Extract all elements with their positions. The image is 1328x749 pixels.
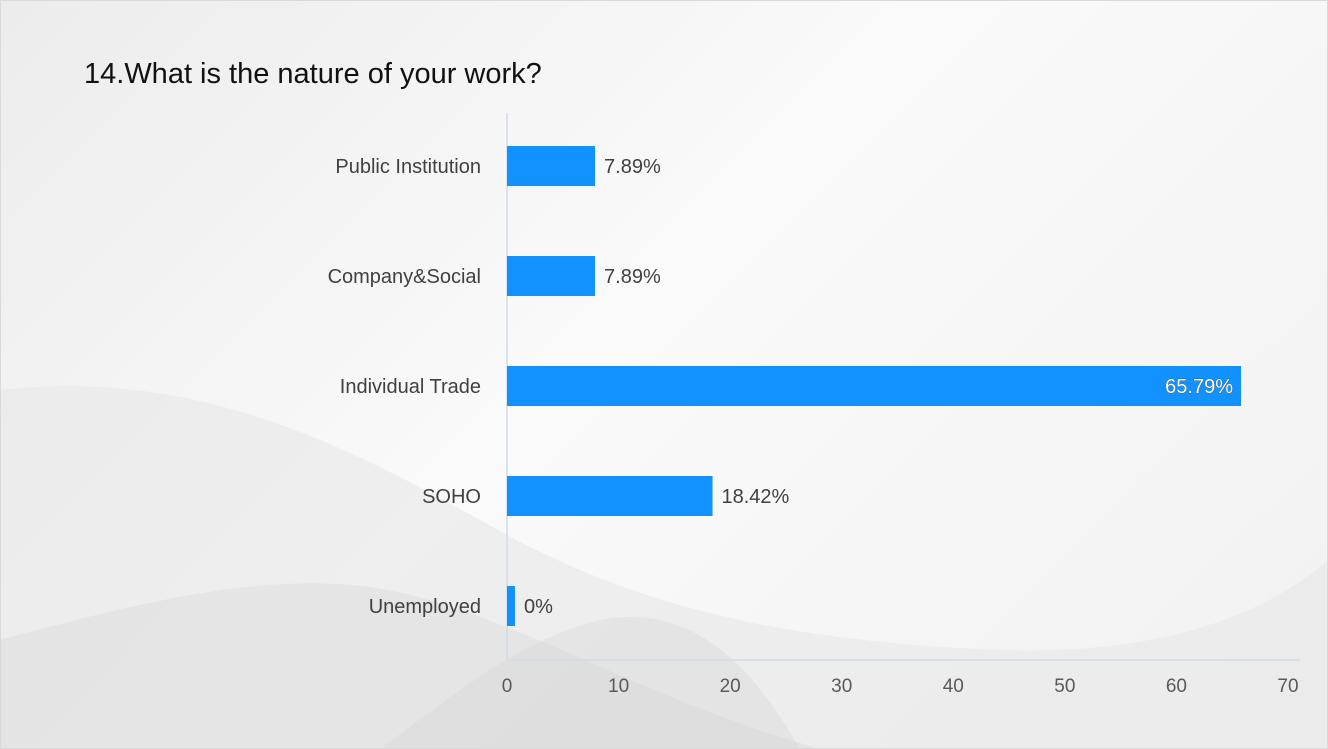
bar [507,366,1242,406]
x-tick-label: 70 [1277,676,1298,697]
x-tick-label: 40 [943,676,964,697]
x-tick-label: 30 [831,676,852,697]
data-label: 65.79% [1165,376,1233,398]
category-label: SOHO [422,486,481,508]
bar [507,586,515,626]
chart-title: 14.What is the nature of your work? [84,58,542,90]
category-label: Company&Social [328,266,481,288]
bar [507,476,713,516]
x-tick-label: 60 [1166,676,1187,697]
x-tick-label: 50 [1054,676,1075,697]
data-label: 7.89% [604,266,661,288]
x-tick-label: 20 [720,676,741,697]
x-tick-label: 0 [502,676,513,697]
x-tick-label: 10 [608,676,629,697]
category-label: Individual Trade [340,376,481,398]
bar [507,146,596,186]
category-label: Unemployed [369,596,481,618]
category-label: Public Institution [335,156,481,178]
data-label: 0% [524,596,553,618]
data-label: 7.89% [604,156,661,178]
bar [507,256,596,296]
data-label: 18.42% [722,486,790,508]
